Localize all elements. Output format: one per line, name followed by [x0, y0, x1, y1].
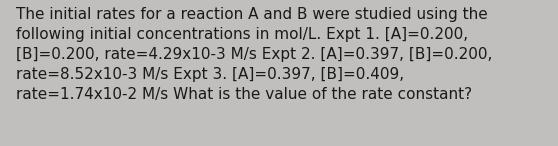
Text: The initial rates for a reaction A and B were studied using the
following initia: The initial rates for a reaction A and B… [16, 7, 492, 102]
